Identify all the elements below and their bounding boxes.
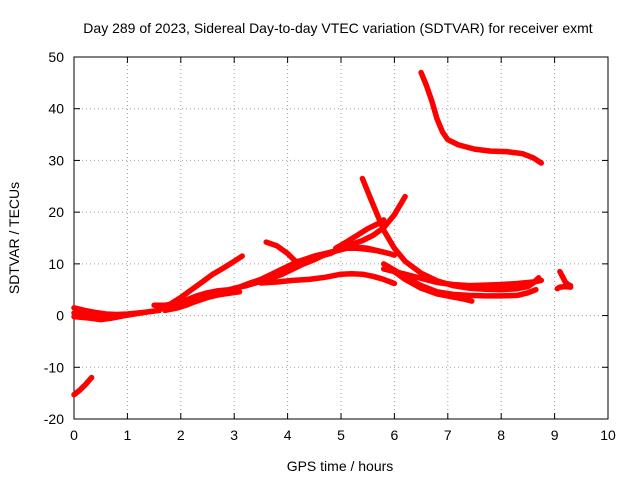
y-tick-label: 30	[48, 152, 64, 168]
series-s4-line	[71, 311, 131, 323]
series-s1-line	[71, 374, 95, 398]
x-tick-label: 4	[284, 427, 292, 443]
x-tick-label: 6	[391, 427, 399, 443]
x-tick-label: 8	[497, 427, 505, 443]
x-tick-label: 9	[551, 427, 559, 443]
y-tick-label: -20	[44, 411, 64, 427]
series-s17-line	[391, 268, 475, 304]
x-tick-label: 0	[70, 427, 78, 443]
series-s11-line	[295, 193, 408, 265]
x-tick-labels: 0 1 2 3 4 5 6 7 8 9 10	[70, 427, 616, 443]
data-series	[71, 69, 574, 398]
x-tick-label: 10	[600, 427, 616, 443]
series-s19-line	[557, 268, 574, 289]
series-s7-line	[162, 289, 243, 314]
y-tick-label: 50	[48, 49, 64, 65]
y-tick-label: 20	[48, 204, 64, 220]
series-s13-line	[258, 270, 398, 287]
series-s9-line	[263, 239, 302, 267]
y-tick-label: 10	[48, 256, 64, 272]
x-tick-label: 7	[444, 427, 452, 443]
x-tick-label: 3	[230, 427, 238, 443]
y-tick-label: 0	[56, 308, 64, 324]
y-tick-label: 40	[48, 101, 64, 117]
grid-lines	[74, 57, 608, 419]
y-tick-label: -10	[44, 359, 64, 375]
y-tick-labels: -20 -10 0 10 20 30 40 50	[44, 49, 64, 427]
series-s20-line	[554, 283, 574, 292]
x-tick-label: 1	[124, 427, 132, 443]
y-axis-label: SDTVAR / TECUs	[6, 182, 22, 294]
chart-title: Day 289 of 2023, Sidereal Day-to-day VTE…	[83, 20, 592, 36]
x-axis-label: GPS time / hours	[287, 458, 394, 474]
series-s18-line	[418, 69, 545, 166]
x-tick-label: 5	[337, 427, 345, 443]
x-tick-label: 2	[177, 427, 185, 443]
